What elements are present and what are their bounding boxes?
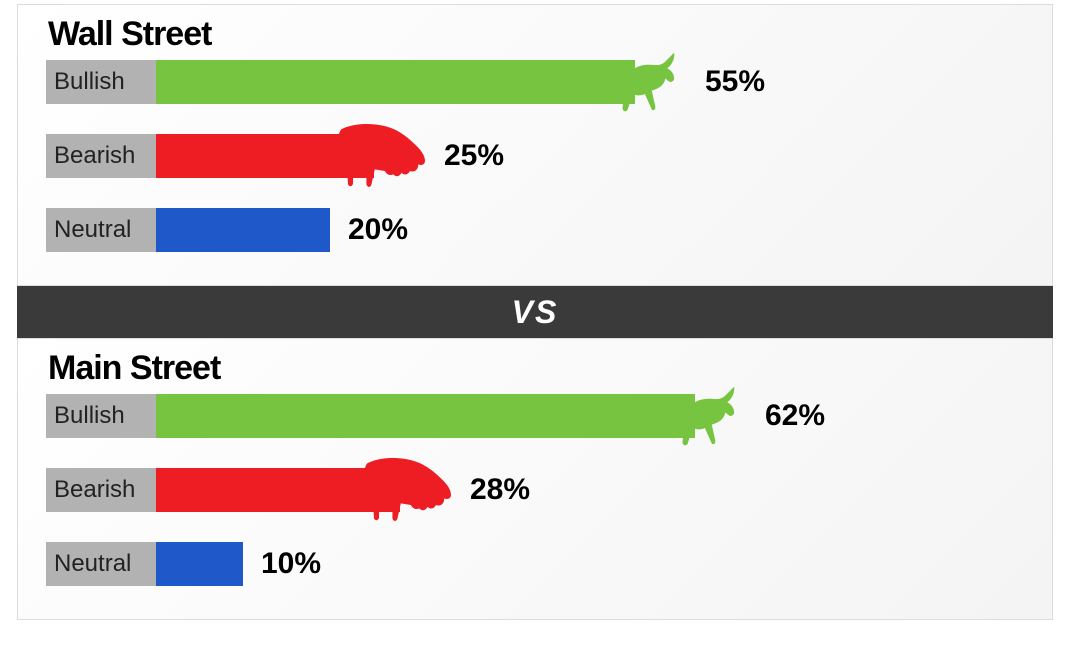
- bear-icon: [338, 120, 430, 192]
- pct-ms-bullish: 62%: [765, 399, 825, 433]
- row-ws-bearish: Bearish 25%: [46, 134, 1024, 178]
- label-neutral: Neutral: [46, 542, 156, 586]
- label-bearish: Bearish: [46, 468, 156, 512]
- label-neutral: Neutral: [46, 208, 156, 252]
- row-ms-neutral: Neutral 10%: [46, 542, 1024, 586]
- sentiment-chart: Wall Street Bullish 55% Bearish 25% Neut…: [0, 0, 1080, 648]
- bar-ms-neutral: [156, 542, 243, 586]
- vs-divider: VS: [17, 286, 1053, 338]
- row-ms-bullish: Bullish 62%: [46, 394, 1024, 438]
- bar-ws-bearish: [156, 134, 374, 178]
- label-bullish: Bullish: [46, 394, 156, 438]
- row-ms-bearish: Bearish 28%: [46, 468, 1024, 512]
- label-bullish: Bullish: [46, 60, 156, 104]
- bar-ws-bullish: [156, 60, 635, 104]
- panel-wall-street: Wall Street Bullish 55% Bearish 25% Neut…: [17, 4, 1053, 286]
- row-ws-bullish: Bullish 55%: [46, 60, 1024, 104]
- pct-ws-bullish: 55%: [705, 65, 765, 99]
- pct-ws-neutral: 20%: [348, 213, 408, 247]
- pct-ws-bearish: 25%: [444, 139, 504, 173]
- panel-main-street: Main Street Bullish 62% Bearish 28% Neut…: [17, 338, 1053, 620]
- bear-icon: [364, 454, 456, 526]
- row-ws-neutral: Neutral 20%: [46, 208, 1024, 252]
- bar-ws-neutral: [156, 208, 330, 252]
- bar-ms-bullish: [156, 394, 695, 438]
- pct-ms-neutral: 10%: [261, 547, 321, 581]
- pct-ms-bearish: 28%: [470, 473, 530, 507]
- bar-ms-bearish: [156, 468, 400, 512]
- section-title-main-street: Main Street: [48, 349, 1024, 388]
- section-title-wall-street: Wall Street: [48, 15, 1024, 54]
- label-bearish: Bearish: [46, 134, 156, 178]
